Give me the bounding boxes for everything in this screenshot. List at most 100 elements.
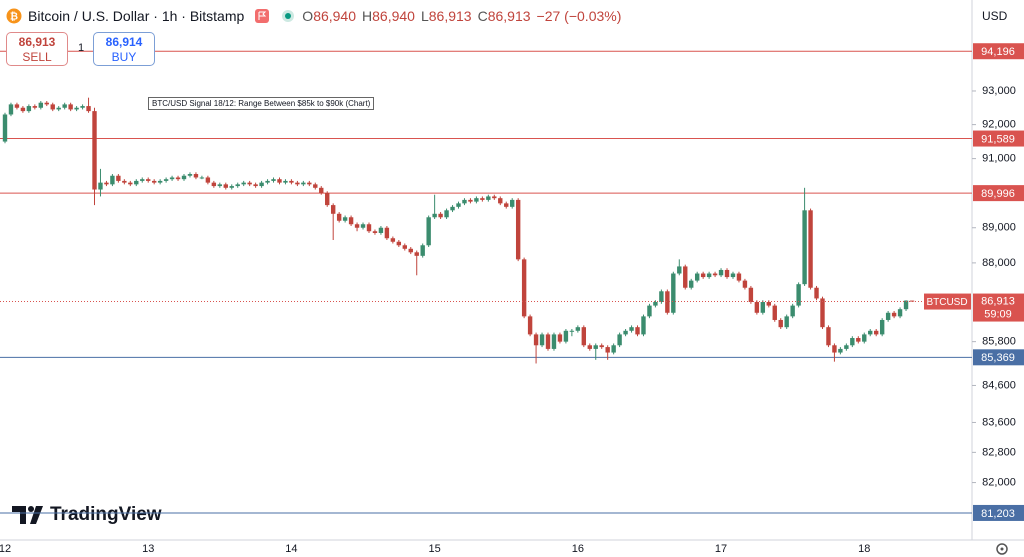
candle-body <box>187 174 193 176</box>
candle-body <box>533 334 539 346</box>
candle-body <box>742 280 748 288</box>
y-tick-label: 84,600 <box>982 379 1016 391</box>
candle-body <box>366 224 372 232</box>
candle-body <box>169 177 175 180</box>
y-tick-label: 91,000 <box>982 153 1016 165</box>
candle-body <box>319 187 324 193</box>
level-label: 81,203 <box>981 508 1015 520</box>
low-value: 86,913 <box>428 8 472 24</box>
candle-body <box>575 327 581 331</box>
candle-body <box>850 338 855 346</box>
candle-body <box>307 182 312 185</box>
x-tick-label: 12 <box>0 543 11 555</box>
candle-body <box>527 316 533 335</box>
candle-body <box>551 334 557 349</box>
last-price-bg <box>973 293 1024 322</box>
flag-icon[interactable] <box>254 8 270 24</box>
candle-body <box>694 273 700 281</box>
candle-body <box>611 345 616 353</box>
candle-body <box>784 316 789 328</box>
candle-body <box>515 199 521 260</box>
coin-icon: ₿ <box>6 8 22 24</box>
candle-body <box>414 252 419 256</box>
candle-body <box>128 182 133 185</box>
candle-body <box>760 302 766 313</box>
candle-body <box>86 106 91 112</box>
currency-selector[interactable]: USD <box>982 9 1008 23</box>
candle-body <box>474 198 479 202</box>
buy-button[interactable]: 86,914 BUY <box>93 32 155 66</box>
x-tick-label: 15 <box>429 543 441 555</box>
candle-body <box>563 330 569 342</box>
candle-body <box>492 196 497 199</box>
level-label-bg <box>973 349 1024 366</box>
open-value: 86,940 <box>313 8 357 24</box>
candle-body <box>408 248 413 253</box>
candle-body <box>80 106 85 108</box>
candle-body <box>593 345 598 349</box>
candle-body <box>146 179 151 181</box>
level-label-bg <box>973 504 1024 521</box>
candle-body <box>241 182 246 185</box>
candle-body <box>44 102 49 105</box>
x-tick-label: 18 <box>858 543 870 555</box>
candle-body <box>354 224 360 228</box>
buy-price: 86,914 <box>105 35 143 49</box>
candle-body <box>587 345 592 349</box>
candle-body <box>259 182 264 187</box>
candle-body <box>706 273 712 278</box>
candle-body <box>653 302 658 306</box>
y-tick-label: 92,000 <box>982 119 1016 131</box>
level-label: 89,996 <box>981 188 1015 200</box>
candle-body <box>247 182 252 185</box>
sell-button[interactable]: 86,913 SELL <box>6 32 68 66</box>
candle-body <box>700 273 706 278</box>
candle-body <box>891 312 897 317</box>
candle-body <box>175 177 181 180</box>
level-label: 94,196 <box>981 46 1015 58</box>
candle-body <box>330 205 336 214</box>
candle-body <box>718 269 724 276</box>
candle-body <box>510 199 515 207</box>
candle-body <box>104 182 109 185</box>
candle-body <box>814 287 819 299</box>
sell-price: 86,913 <box>18 35 56 49</box>
quantity[interactable]: 1 <box>78 42 85 54</box>
candle-body <box>444 210 449 218</box>
level-label-bg <box>973 43 1024 60</box>
candle-body <box>838 348 843 353</box>
candle-body <box>480 198 485 200</box>
candle-body <box>897 309 903 317</box>
candle-body <box>802 210 807 285</box>
x-tick-label: 16 <box>572 543 584 555</box>
symbol-tag-bg <box>924 293 971 310</box>
candle-body <box>122 180 127 183</box>
close-value: 86,913 <box>487 8 531 24</box>
candle-body <box>671 273 676 313</box>
candle-body <box>253 184 258 187</box>
candle-body <box>163 179 169 181</box>
candle-body <box>581 327 587 346</box>
candle-body <box>98 182 103 190</box>
candle-body <box>205 177 211 183</box>
candle-body <box>450 206 455 211</box>
candle-body <box>110 175 115 185</box>
low-label: L <box>420 8 429 24</box>
candle-body <box>2 114 8 142</box>
candle-body <box>384 227 390 239</box>
level-label: 91,589 <box>981 133 1015 145</box>
high-value: 86,940 <box>372 8 415 24</box>
candle-body <box>903 300 909 310</box>
settings-icon[interactable] <box>996 543 1008 555</box>
candle-body <box>659 291 664 303</box>
y-tick-label: 88,000 <box>982 257 1016 269</box>
candle-body <box>50 104 55 110</box>
y-tick-label: 85,800 <box>982 336 1016 348</box>
symbol-title[interactable]: Bitcoin / U.S. Dollar · 1h · Bitstamp <box>28 8 245 24</box>
candle-body <box>820 298 825 328</box>
candle-body <box>74 107 79 110</box>
sell-label: SELL <box>22 50 52 64</box>
candle-body <box>229 186 234 188</box>
candle-body <box>879 319 885 335</box>
